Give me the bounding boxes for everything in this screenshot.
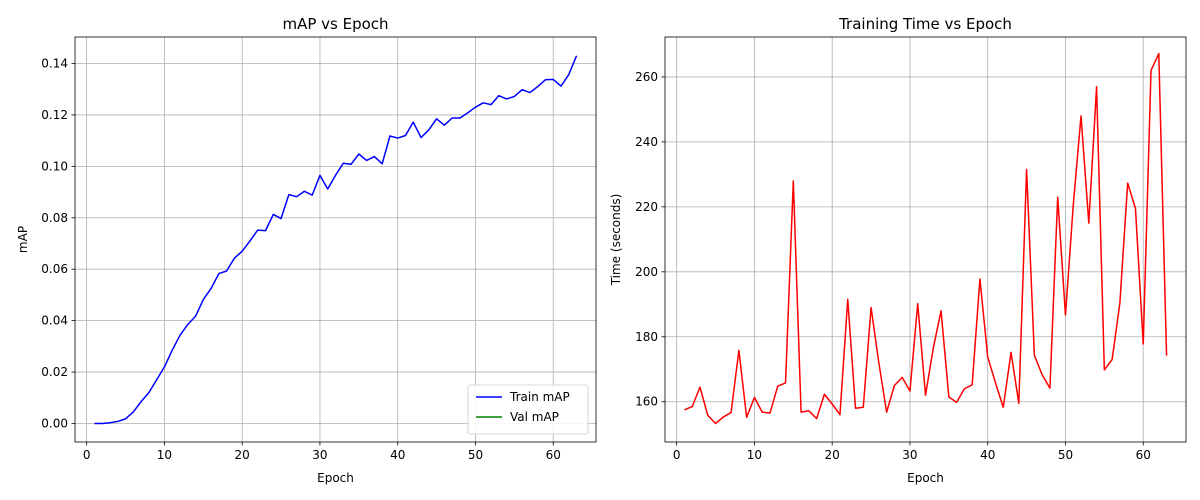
y-tick-label: 0.02 [41, 365, 68, 379]
chart-title: mAP vs Epoch [282, 15, 388, 33]
x-tick-label: 50 [468, 448, 483, 462]
y-tick-label: 0.10 [41, 159, 68, 173]
x-tick-label: 30 [312, 448, 327, 462]
axes-frame [74, 36, 597, 443]
x-tick-label: 10 [157, 448, 172, 462]
y-tick-label: 180 [635, 330, 658, 344]
series-line-train-map [94, 55, 578, 425]
plot-area [665, 37, 1186, 442]
training-time-vs-epoch-chart: 0 10 20 30 40 50 60 160 180 200 220 240 260 Training … [609, 15, 1187, 485]
x-tick-label: 50 [1058, 448, 1073, 462]
x-axis-label: Epoch [907, 471, 944, 485]
y-tick-label: 160 [635, 395, 658, 409]
map-vs-epoch-chart: 0 10 20 30 40 50 60 0.00 0.02 0.04 0.06 0.08 0.10 0.1… [16, 15, 597, 485]
legend-label-train-map: Train mAP [509, 390, 570, 404]
y-tick-label: 260 [635, 70, 658, 84]
x-tick-label: 60 [1136, 448, 1151, 462]
series-line-series-0 [684, 52, 1168, 425]
x-tick-label: 30 [902, 448, 917, 462]
y-axis-label: Time (seconds) [609, 194, 623, 287]
y-tick-label: 0.06 [41, 262, 68, 276]
x-tick-label: 40 [980, 448, 995, 462]
x-tick-label: 20 [825, 448, 840, 462]
x-tick-label: 20 [235, 448, 250, 462]
y-tick-label: 0.04 [41, 314, 68, 328]
y-tick-label: 0.08 [41, 211, 68, 225]
x-tick-label: 40 [390, 448, 405, 462]
x-tick-label: 10 [747, 448, 762, 462]
x-tick-label: 0 [673, 448, 681, 462]
y-axis-label: mAP [16, 226, 30, 253]
x-tick-label: 60 [546, 448, 561, 462]
y-tick-label: 220 [635, 200, 658, 214]
x-tick-label: 0 [83, 448, 91, 462]
plot-area [75, 37, 596, 442]
legend: Train mAP Val mAP [467, 384, 589, 435]
y-tick-label: 0.14 [41, 56, 68, 70]
axes-frame [664, 36, 1187, 443]
y-tick-label: 0.00 [41, 416, 68, 430]
y-tick-label: 0.12 [41, 108, 68, 122]
legend-label-val-map: Val mAP [510, 410, 559, 424]
x-axis-label: Epoch [317, 471, 354, 485]
y-tick-label: 240 [635, 135, 658, 149]
y-tick-label: 200 [635, 265, 658, 279]
chart-title: Training Time vs Epoch [838, 15, 1012, 33]
